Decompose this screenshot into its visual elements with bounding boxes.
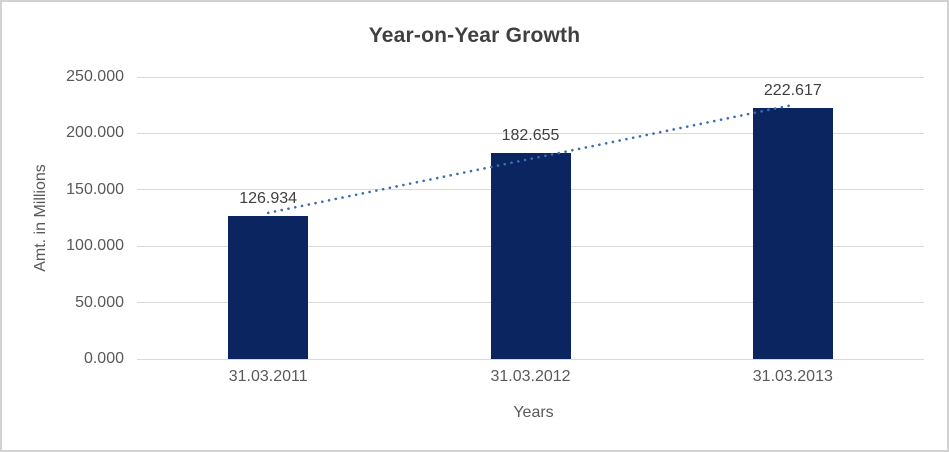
y-tick-label: 50.000 — [75, 293, 124, 311]
bar-data-label: 126.934 — [239, 189, 298, 207]
y-tick-label: 250.000 — [66, 68, 124, 85]
bar-31.03.2013 — [752, 107, 833, 359]
y-tick-label: 0.000 — [83, 350, 124, 367]
y-tick-label: 200.000 — [66, 124, 124, 142]
bar-31.03.2012 — [490, 152, 571, 359]
bar-31.03.2011 — [228, 215, 309, 359]
gridline — [137, 76, 924, 78]
chart-title: Year-on-Year Growth — [368, 24, 581, 47]
x-axis-title: Years — [513, 404, 554, 421]
y-tick-label: 150.000 — [66, 180, 124, 198]
x-tick-label: 31.03.2012 — [490, 368, 571, 385]
y-axis-title: Amt. in Millions — [32, 164, 49, 272]
bar-data-label: 182.655 — [501, 126, 560, 144]
x-tick-label: 31.03.2011 — [228, 368, 308, 385]
y-tick-label: 100.000 — [66, 237, 124, 255]
gridline — [137, 358, 924, 360]
x-tick-label: 31.03.2013 — [752, 368, 833, 385]
bar-data-label: 222.617 — [763, 81, 822, 99]
